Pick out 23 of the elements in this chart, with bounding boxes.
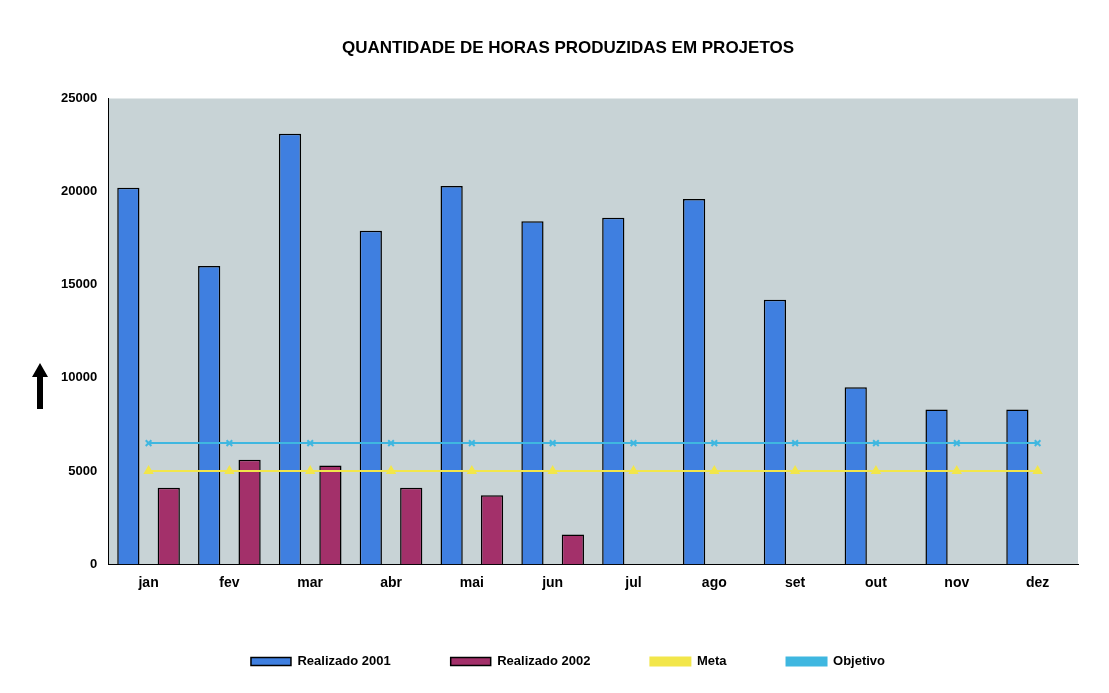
x-tick-label: set <box>785 574 806 591</box>
legend-label: Realizado 2001 <box>297 653 391 669</box>
y-tick-label: 20000 <box>60 183 98 199</box>
chart-title: QUANTIDADE DE HORAS PRODUZIDAS EM PROJETOS <box>341 37 795 57</box>
x-tick-label: mar <box>297 574 324 591</box>
legend-label: Realizado 2002 <box>497 653 591 669</box>
x-tick-label: abr <box>380 574 403 591</box>
x-tick-label: jul <box>624 574 642 591</box>
legend-label: Objetivo <box>833 653 886 669</box>
x-tick-label: fev <box>219 574 240 591</box>
y-tick-label: 25000 <box>60 89 98 105</box>
legend-label: Meta <box>696 653 728 669</box>
y-tick-label: 5000 <box>68 462 98 478</box>
x-tick-label: out <box>865 574 888 591</box>
y-tick-label: 15000 <box>60 276 98 292</box>
x-tick-label: ago <box>701 574 727 591</box>
x-tick-label: nov <box>944 574 970 591</box>
x-tick-label: jan <box>137 574 159 591</box>
x-tick-label: jun <box>541 574 564 591</box>
y-tick-label: 10000 <box>60 369 98 385</box>
x-tick-label: mai <box>459 574 484 591</box>
y-tick-label: 0 <box>89 555 98 571</box>
x-tick-label: dez <box>1025 574 1050 591</box>
